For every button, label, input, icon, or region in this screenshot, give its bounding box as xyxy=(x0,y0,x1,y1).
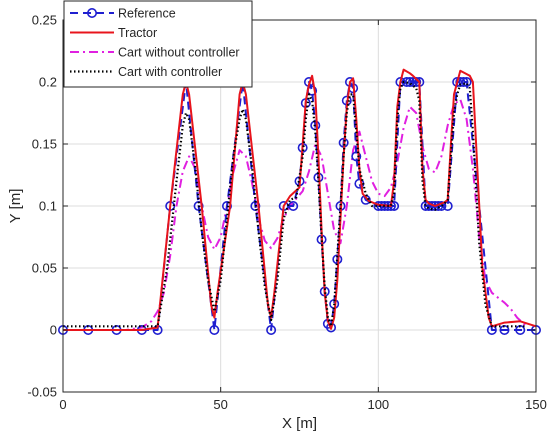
y-tick-label: 0.2 xyxy=(39,75,57,90)
x-tick-label: 0 xyxy=(59,397,66,412)
series-line-2 xyxy=(63,98,528,331)
legend-label-1: Tractor xyxy=(118,26,157,40)
series-2 xyxy=(63,98,528,331)
legend: Reference Tractor Cart without controller C… xyxy=(63,0,253,88)
y-tick-label: -0.05 xyxy=(27,385,57,400)
x-tick-label: 50 xyxy=(213,397,227,412)
y-tick-label: 0.1 xyxy=(39,199,57,214)
legend-marker xyxy=(87,8,98,18)
legend-label-2: Cart without controller xyxy=(118,46,240,60)
reference-point xyxy=(455,77,466,88)
series-layer xyxy=(57,68,541,335)
reference-point xyxy=(404,77,415,88)
x-tick-label: 100 xyxy=(367,397,389,412)
reference-point xyxy=(326,322,337,333)
x-axis-label: X [m] xyxy=(282,415,317,432)
reference-point xyxy=(420,201,431,212)
y-tick-label: 0.05 xyxy=(32,261,57,276)
reference-point xyxy=(461,77,472,88)
reference-point xyxy=(209,324,220,335)
reference-point xyxy=(266,324,277,335)
y-axis-label: Y [m] xyxy=(7,189,24,224)
reference-point xyxy=(442,201,453,212)
reference-point xyxy=(408,77,419,88)
legend-label-0: Reference xyxy=(118,7,176,21)
y-tick-label: 0.15 xyxy=(32,137,57,152)
y-tick-label: 0 xyxy=(50,323,57,338)
x-tick-label: 150 xyxy=(525,397,547,412)
y-tick-label: 0.25 xyxy=(32,13,57,28)
reference-point xyxy=(351,151,362,162)
legend-label-3: Cart with controller xyxy=(118,65,222,79)
reference-point xyxy=(458,77,469,88)
